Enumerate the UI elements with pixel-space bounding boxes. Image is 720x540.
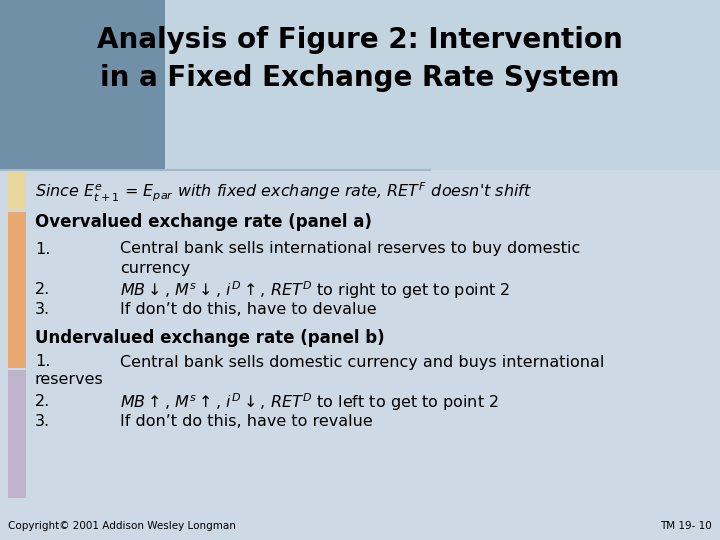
Text: in a Fixed Exchange Rate System: in a Fixed Exchange Rate System [100, 64, 620, 92]
Text: 3.: 3. [35, 415, 50, 429]
Text: If don’t do this, have to revalue: If don’t do this, have to revalue [120, 415, 373, 429]
Bar [8, 212, 26, 368]
Bar [0, 0, 165, 170]
Bar [8, 172, 26, 210]
Text: Central bank sells domestic currency and buys international: Central bank sells domestic currency and… [120, 354, 604, 369]
Text: currency: currency [120, 260, 190, 275]
Text: Undervalued exchange rate (panel b): Undervalued exchange rate (panel b) [35, 329, 384, 347]
Text: Analysis of Figure 2: Intervention: Analysis of Figure 2: Intervention [97, 26, 623, 54]
Text: 1.: 1. [35, 354, 50, 369]
Text: Copyright© 2001 Addison Wesley Longman: Copyright© 2001 Addison Wesley Longman [8, 521, 236, 531]
Text: Since $E^e_{t+1}$ = $E_{par}$ with fixed exchange rate, $RET^F$ doesn't shift: Since $E^e_{t+1}$ = $E_{par}$ with fixed… [35, 180, 532, 204]
Bar [8, 370, 26, 498]
Text: Central bank sells international reserves to buy domestic: Central bank sells international reserve… [120, 241, 580, 256]
Text: Overvalued exchange rate (panel a): Overvalued exchange rate (panel a) [35, 213, 372, 231]
Text: 2.: 2. [35, 395, 50, 409]
Text: $MB\uparrow$, $M^s\uparrow$, $i^D\downarrow$, $RET^D$ to left to get to point 2: $MB\uparrow$, $M^s\uparrow$, $i^D\downar… [120, 391, 499, 413]
Text: 1.: 1. [35, 241, 50, 256]
Text: 2.: 2. [35, 282, 50, 298]
Bar [0, 0, 720, 170]
Bar [165, 0, 720, 170]
Text: $MB\downarrow$, $M^s\downarrow$, $i^D\uparrow$, $RET^D$ to right to get to point: $MB\downarrow$, $M^s\downarrow$, $i^D\up… [120, 279, 510, 301]
Text: TM 19- 10: TM 19- 10 [660, 521, 712, 531]
Text: reserves: reserves [35, 373, 104, 388]
Bar [0, 170, 720, 540]
Text: If don’t do this, have to devalue: If don’t do this, have to devalue [120, 302, 377, 318]
Text: 3.: 3. [35, 302, 50, 318]
